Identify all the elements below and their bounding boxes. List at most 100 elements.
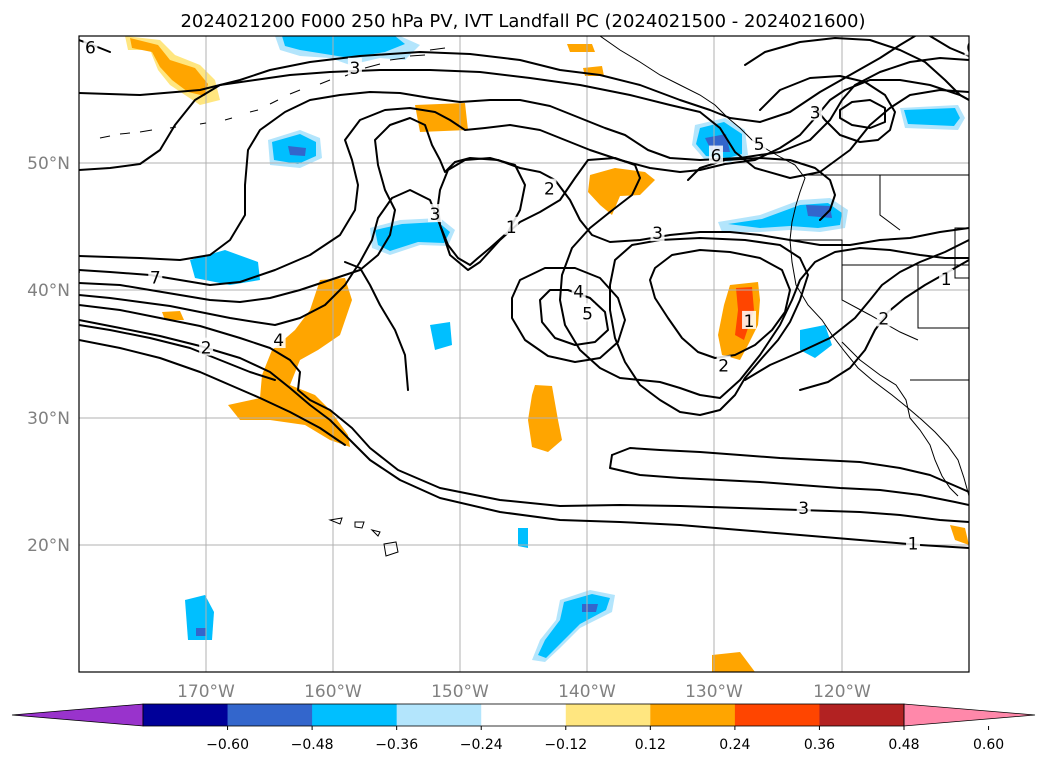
contour-label: 2 (718, 356, 729, 376)
contour-label: 2 (878, 309, 889, 329)
coastlines (99, 36, 969, 557)
lon-tick-label: 150°W (431, 682, 489, 702)
contour-line (609, 454, 969, 506)
contour-line (79, 157, 969, 399)
lat-tick-label: 30°N (27, 409, 70, 429)
negative-anomaly-patch (430, 322, 452, 350)
negative-anomaly-patch (190, 250, 260, 285)
contour-label-bg (571, 281, 586, 300)
contour-line (79, 57, 969, 261)
contour-label: 4 (273, 331, 284, 351)
colorbar-segment (650, 704, 736, 726)
lat-tick-label: 40°N (27, 281, 70, 301)
contour-label-bg (148, 267, 163, 286)
contour-line (759, 75, 896, 143)
contour-line (839, 99, 886, 129)
contour-line (744, 37, 969, 101)
contour-line (609, 237, 809, 416)
colorbar-segment (819, 704, 905, 726)
negative-anomaly-patch (904, 108, 960, 126)
negative-anomaly-patch (375, 222, 450, 251)
colorbar-segment (565, 704, 651, 726)
latitude-labels: 50°N 40°N 30°N 20°N (27, 154, 70, 556)
contour-label: 4 (573, 283, 584, 303)
negative-anomaly-patch (800, 325, 832, 358)
contour-label-bg (876, 308, 891, 327)
contour-line (344, 261, 409, 391)
colorbar-tick-label: −0.60 (206, 737, 249, 753)
contour-label-bg (708, 145, 723, 164)
positive-anomaly-patch (567, 44, 595, 52)
contour-label: 3 (810, 103, 821, 123)
contour-line (687, 157, 836, 221)
map-gridlines (79, 36, 969, 672)
contour-label: 1 (744, 312, 755, 332)
lon-tick-label: 160°W (304, 682, 362, 702)
positive-anomaly-patch (950, 525, 969, 545)
negative-anomaly-patch (288, 146, 306, 156)
negative-anomaly-patch (518, 528, 528, 548)
contour-label: 7 (150, 269, 161, 289)
lon-tick-label: 140°W (558, 682, 616, 702)
colorbar-tick-label: −0.48 (291, 737, 334, 753)
contour-label-bg (650, 223, 665, 242)
negative-anomaly-patch (282, 36, 405, 58)
lon-tick-label: 120°W (813, 682, 871, 702)
contour-label: 2 (544, 180, 555, 200)
colorbar-tick-label: 0.12 (635, 737, 666, 753)
contour-label: 3 (798, 499, 809, 519)
contour-label-bg (808, 102, 823, 121)
colorbar-tick-label: −0.12 (544, 737, 587, 753)
contour-label: 1 (941, 270, 952, 290)
contour-line (79, 271, 276, 381)
colorbar-tick-label: 0.36 (804, 737, 835, 753)
contour-label-bg (964, 37, 969, 56)
contour-label-bg (580, 303, 595, 322)
colorbar-extend-max (903, 703, 1036, 727)
contour-line (511, 267, 626, 363)
negative-anomaly-patch (582, 604, 598, 612)
contour-label: 1 (908, 535, 919, 555)
lat-tick-label: 50°N (27, 154, 70, 174)
colorbar-tick-label: 0.24 (719, 737, 750, 753)
contour-line (929, 36, 969, 57)
contour-line (649, 249, 791, 359)
contour-label: 2 (201, 339, 212, 359)
contour-label: 5 (582, 304, 593, 324)
colorbar-frame (142, 703, 905, 727)
contour-label-bg (796, 497, 811, 516)
contour-label-bg (906, 533, 921, 552)
contour-label: 3 (349, 59, 360, 79)
negative-anomaly-patch (185, 595, 214, 640)
contour-line (79, 319, 969, 549)
colorbar-extend-min (11, 703, 144, 727)
figure-title: 2024021200 F000 250 hPa PV, IVT Landfall… (180, 11, 865, 32)
contour-label-bg (347, 57, 362, 76)
colorbar-segment (312, 704, 398, 726)
contour-line (79, 339, 346, 446)
contour-label-bg (939, 268, 954, 287)
colorbar-segment (143, 704, 229, 726)
contour-label-bg (83, 37, 98, 56)
lat-tick-label: 20°N (27, 536, 70, 556)
contour-label-bg (716, 355, 731, 374)
negative-anomaly-patch (196, 628, 206, 636)
contour-line (79, 117, 969, 303)
contour-label: 5 (754, 135, 765, 155)
lon-tick-label: 170°W (177, 682, 235, 702)
contour-line (79, 79, 969, 286)
contour-line (611, 447, 969, 493)
positive-anomaly-patch (712, 652, 755, 672)
contour-label-bg (542, 178, 557, 197)
contour-label-bg (742, 310, 757, 329)
contour-label: 1 (506, 218, 517, 238)
colorbar-segment (396, 704, 482, 726)
positive-anomaly-patch (162, 311, 184, 320)
contour-label-bg (428, 204, 442, 223)
contour-label-bg (504, 216, 519, 235)
longitude-labels: 170°W 160°W 150°W 140°W 130°W 120°W (177, 682, 871, 702)
contour-line (744, 239, 969, 381)
contour-label-bg (199, 337, 214, 356)
